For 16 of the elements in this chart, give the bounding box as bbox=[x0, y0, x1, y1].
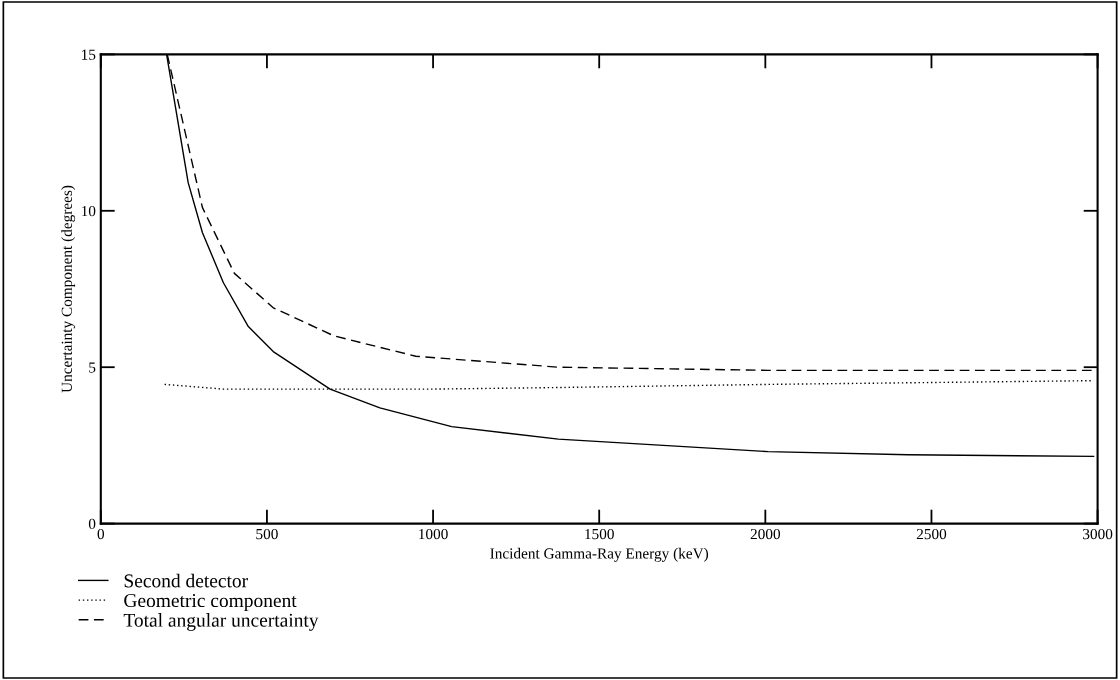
legend-label: Second detector bbox=[124, 573, 248, 588]
x-tick-label: 0 bbox=[97, 528, 105, 540]
y-tick-label: 15 bbox=[82, 49, 96, 60]
y-tick-label: 0 bbox=[88, 518, 96, 530]
x-tick-label: 1000 bbox=[419, 528, 448, 540]
x-tick-label: 3000 bbox=[1083, 528, 1113, 540]
y-tick-label: 10 bbox=[82, 205, 96, 217]
legend-label: Total angular uncertainty bbox=[123, 613, 319, 631]
y-axis-title: Uncertainty Component (degrees) bbox=[61, 185, 76, 393]
x-tick-label: 2500 bbox=[916, 528, 947, 540]
legend-label: Geometric component bbox=[124, 594, 297, 612]
x-tick-label: 2000 bbox=[750, 528, 781, 540]
x-tick-label: 500 bbox=[256, 528, 278, 540]
x-axis-title: Incident Gamma-Ray Energy (keV) bbox=[490, 547, 709, 562]
y-tick-label: 5 bbox=[89, 362, 96, 373]
x-tick-label: 1500 bbox=[585, 528, 614, 540]
